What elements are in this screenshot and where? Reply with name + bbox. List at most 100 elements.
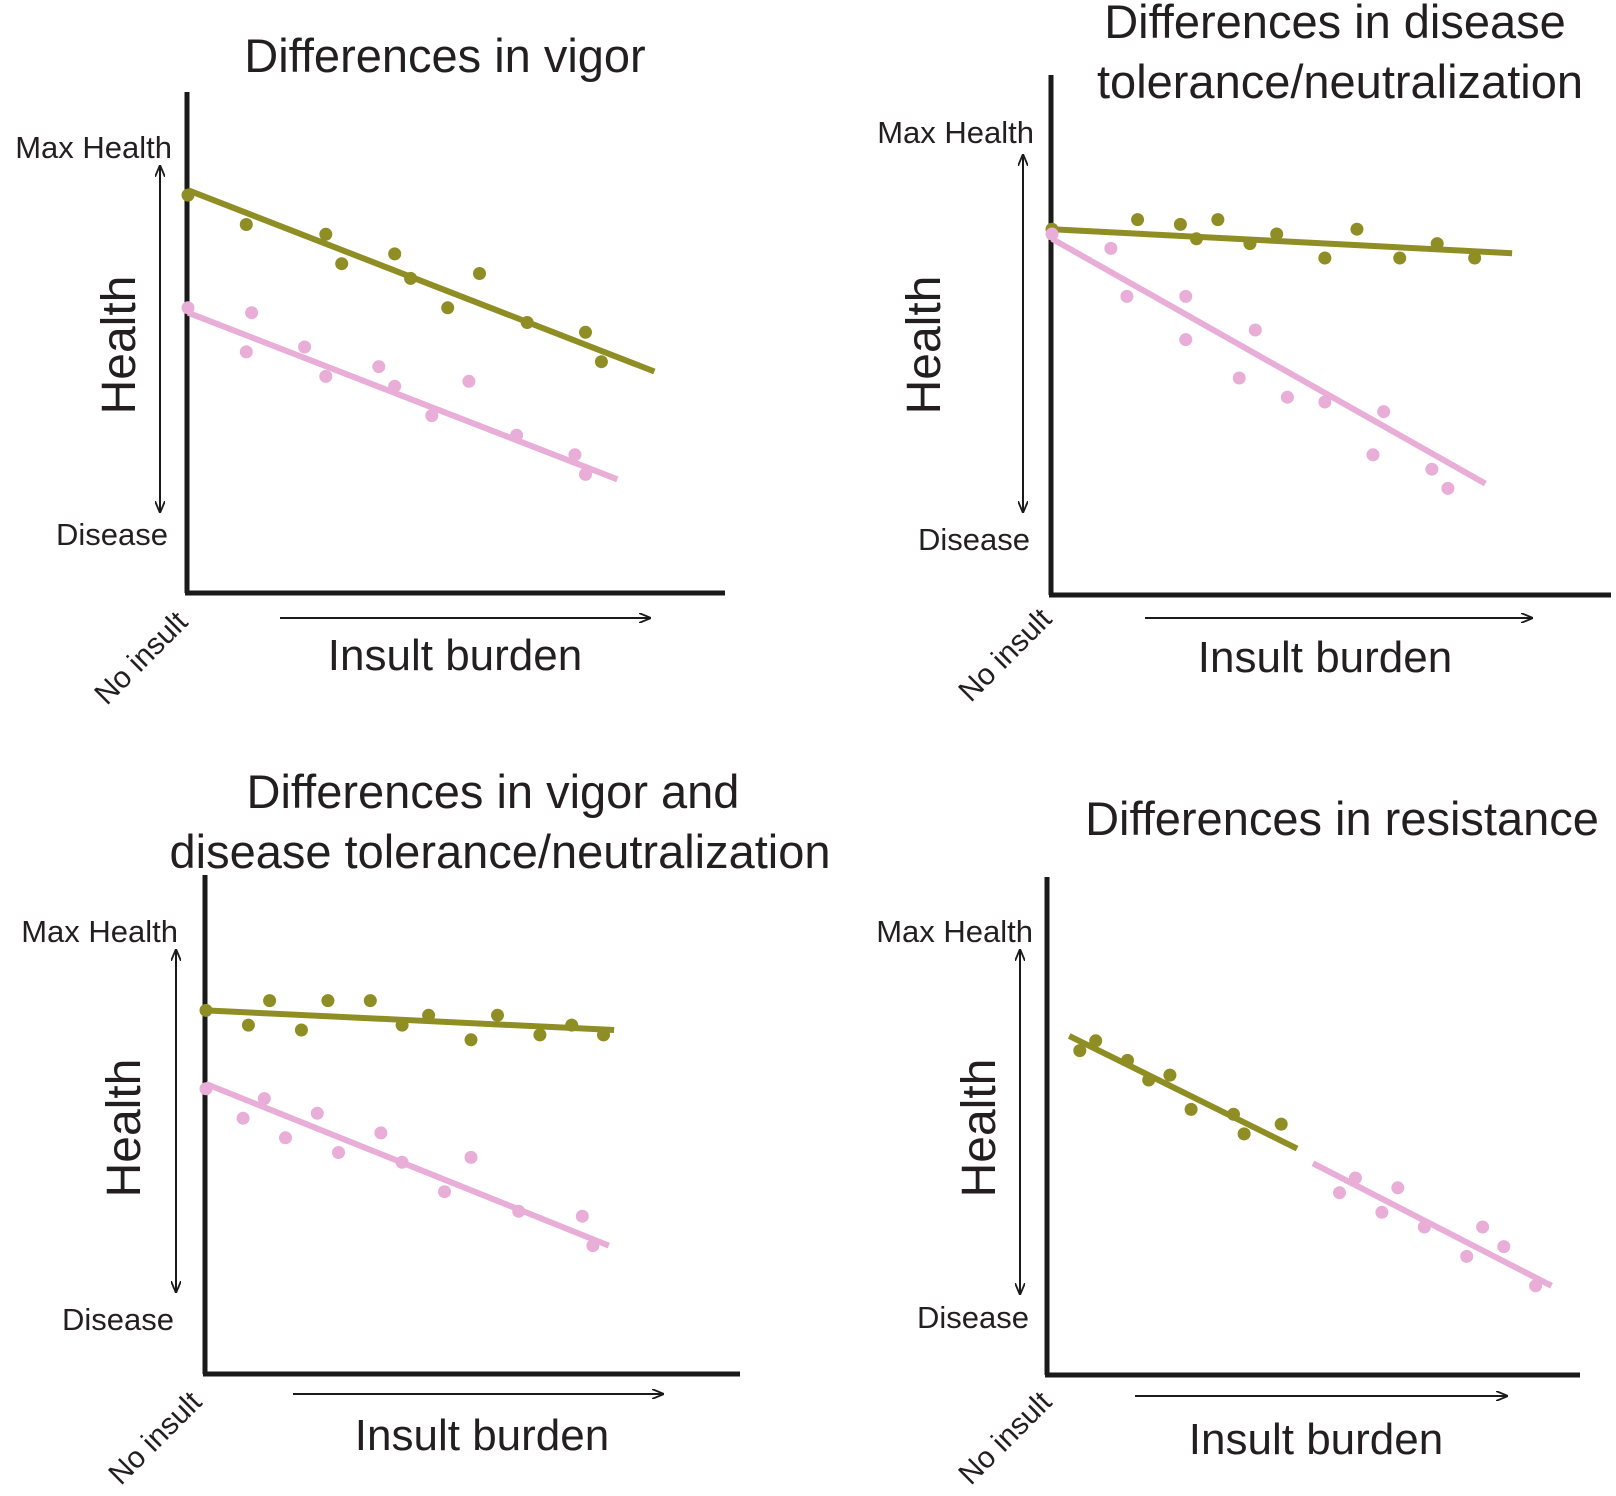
ytick-disease: Disease <box>56 517 168 552</box>
pink-data-point <box>257 1092 271 1106</box>
pink-data-point <box>1318 395 1332 409</box>
chart-title: Differences in resistance <box>1085 792 1599 845</box>
olive-data-point <box>1350 222 1364 236</box>
olive-data-point <box>1270 227 1284 241</box>
origin-label: No insult <box>88 605 194 711</box>
olive-data-point <box>533 1028 547 1042</box>
pink-data-point <box>579 467 592 481</box>
olive-data-point <box>1211 213 1225 227</box>
olive-data-point <box>335 257 349 271</box>
pink-data-point <box>438 1185 451 1199</box>
pink-data-point <box>1476 1220 1490 1234</box>
pink-data-point <box>245 306 259 320</box>
olive-trend-line <box>205 1007 615 1033</box>
x-axis-label: Insult burden <box>355 1411 609 1460</box>
plot-area <box>1067 1033 1553 1293</box>
olive-data-point <box>294 1023 308 1037</box>
pink-data-point <box>462 374 476 388</box>
olive-data-point <box>1237 1127 1251 1141</box>
olive-data-point <box>579 325 592 339</box>
pink-data-point <box>319 369 333 383</box>
pink-data-point <box>181 301 195 315</box>
pink-data-point <box>568 448 582 462</box>
pink-trend-line <box>186 309 619 483</box>
pink-data-point <box>1045 227 1059 241</box>
ytick-max-health: Max Health <box>15 130 172 165</box>
pink-data-point <box>1120 289 1134 303</box>
pink-data-point <box>395 1155 409 1169</box>
pink-data-point <box>1377 405 1391 419</box>
origin-label: No insult <box>952 1385 1058 1491</box>
olive-data-point <box>241 1018 255 1032</box>
olive-data-point <box>1189 232 1203 246</box>
panel-resistance: Differences in resistance Max Health Dis… <box>876 792 1599 1491</box>
olive-data-point <box>321 994 335 1008</box>
pink-data-point <box>1529 1279 1543 1293</box>
pink-data-point <box>372 360 386 374</box>
olive-data-point <box>464 1033 478 1047</box>
panel-vigor-and-tolerance: Differences in vigor and disease toleran… <box>21 765 830 1491</box>
pink-data-point <box>1179 333 1193 347</box>
y-axis-label: Health <box>953 1059 1006 1198</box>
olive-data-point <box>1468 251 1482 265</box>
pink-data-point <box>1375 1205 1389 1219</box>
x-axis-label: Insult burden <box>1198 633 1452 682</box>
olive-data-point <box>319 227 333 241</box>
chart-title-line-1: Differences in vigor and <box>247 765 740 818</box>
pink-data-point <box>1441 481 1455 495</box>
olive-data-point <box>199 1003 213 1017</box>
pink-data-point <box>464 1150 478 1164</box>
pink-data-point <box>1248 323 1262 337</box>
olive-data-point <box>395 1018 409 1032</box>
y-axis-label: Health <box>898 276 951 415</box>
olive-data-point <box>422 1008 436 1022</box>
ytick-max-health: Max Health <box>21 914 178 949</box>
pink-data-point <box>1391 1181 1405 1195</box>
olive-data-point <box>597 1028 610 1042</box>
ytick-max-health: Max Health <box>877 115 1034 150</box>
chart-title-line-2: tolerance/neutralization <box>1097 55 1583 108</box>
olive-data-point <box>404 271 418 285</box>
olive-data-point <box>441 301 455 315</box>
olive-data-point <box>1142 1073 1156 1087</box>
plot-area <box>1045 213 1513 495</box>
olive-data-point <box>520 316 534 329</box>
pink-data-point <box>332 1146 345 1159</box>
olive-data-point <box>1131 213 1145 227</box>
olive-data-point <box>1184 1102 1198 1116</box>
pink-data-point <box>310 1106 324 1120</box>
origin-label: No insult <box>102 1385 208 1491</box>
olive-data-point <box>1243 237 1257 251</box>
olive-data-point <box>1393 251 1407 265</box>
y-axis-label: Health <box>93 276 146 415</box>
pink-data-point <box>388 379 402 393</box>
chart-title-line-1: Differences in disease <box>1104 0 1566 48</box>
ytick-disease: Disease <box>917 1300 1029 1335</box>
ytick-disease: Disease <box>918 522 1030 557</box>
pink-data-point <box>586 1239 600 1253</box>
olive-data-point <box>388 247 402 261</box>
olive-trend-line <box>186 187 656 375</box>
olive-data-point <box>363 994 377 1008</box>
pink-data-point <box>1179 289 1193 303</box>
pink-data-point <box>512 1204 526 1218</box>
olive-data-point <box>1430 237 1444 251</box>
olive-data-point <box>239 218 253 231</box>
pink-data-point <box>575 1209 589 1223</box>
olive-data-point <box>1227 1107 1240 1121</box>
pink-trend-line <box>1311 1160 1553 1289</box>
panel-vigor: Differences in vigor Max Health Disease … <box>15 29 725 711</box>
ytick-disease: Disease <box>62 1302 174 1337</box>
olive-data-point <box>1173 217 1187 231</box>
origin-label: No insult <box>952 602 1058 708</box>
pink-data-point <box>1232 371 1246 385</box>
pink-data-point <box>279 1131 292 1145</box>
pink-data-point <box>1348 1171 1362 1185</box>
olive-data-point <box>1073 1044 1087 1058</box>
chart-title-line-2: disease tolerance/neutralization <box>169 825 830 878</box>
olive-data-point <box>263 994 277 1008</box>
pink-data-point <box>1497 1240 1511 1254</box>
pink-data-point <box>1425 462 1439 476</box>
olive-data-point <box>565 1018 579 1032</box>
olive-trend-line <box>1067 1033 1299 1152</box>
